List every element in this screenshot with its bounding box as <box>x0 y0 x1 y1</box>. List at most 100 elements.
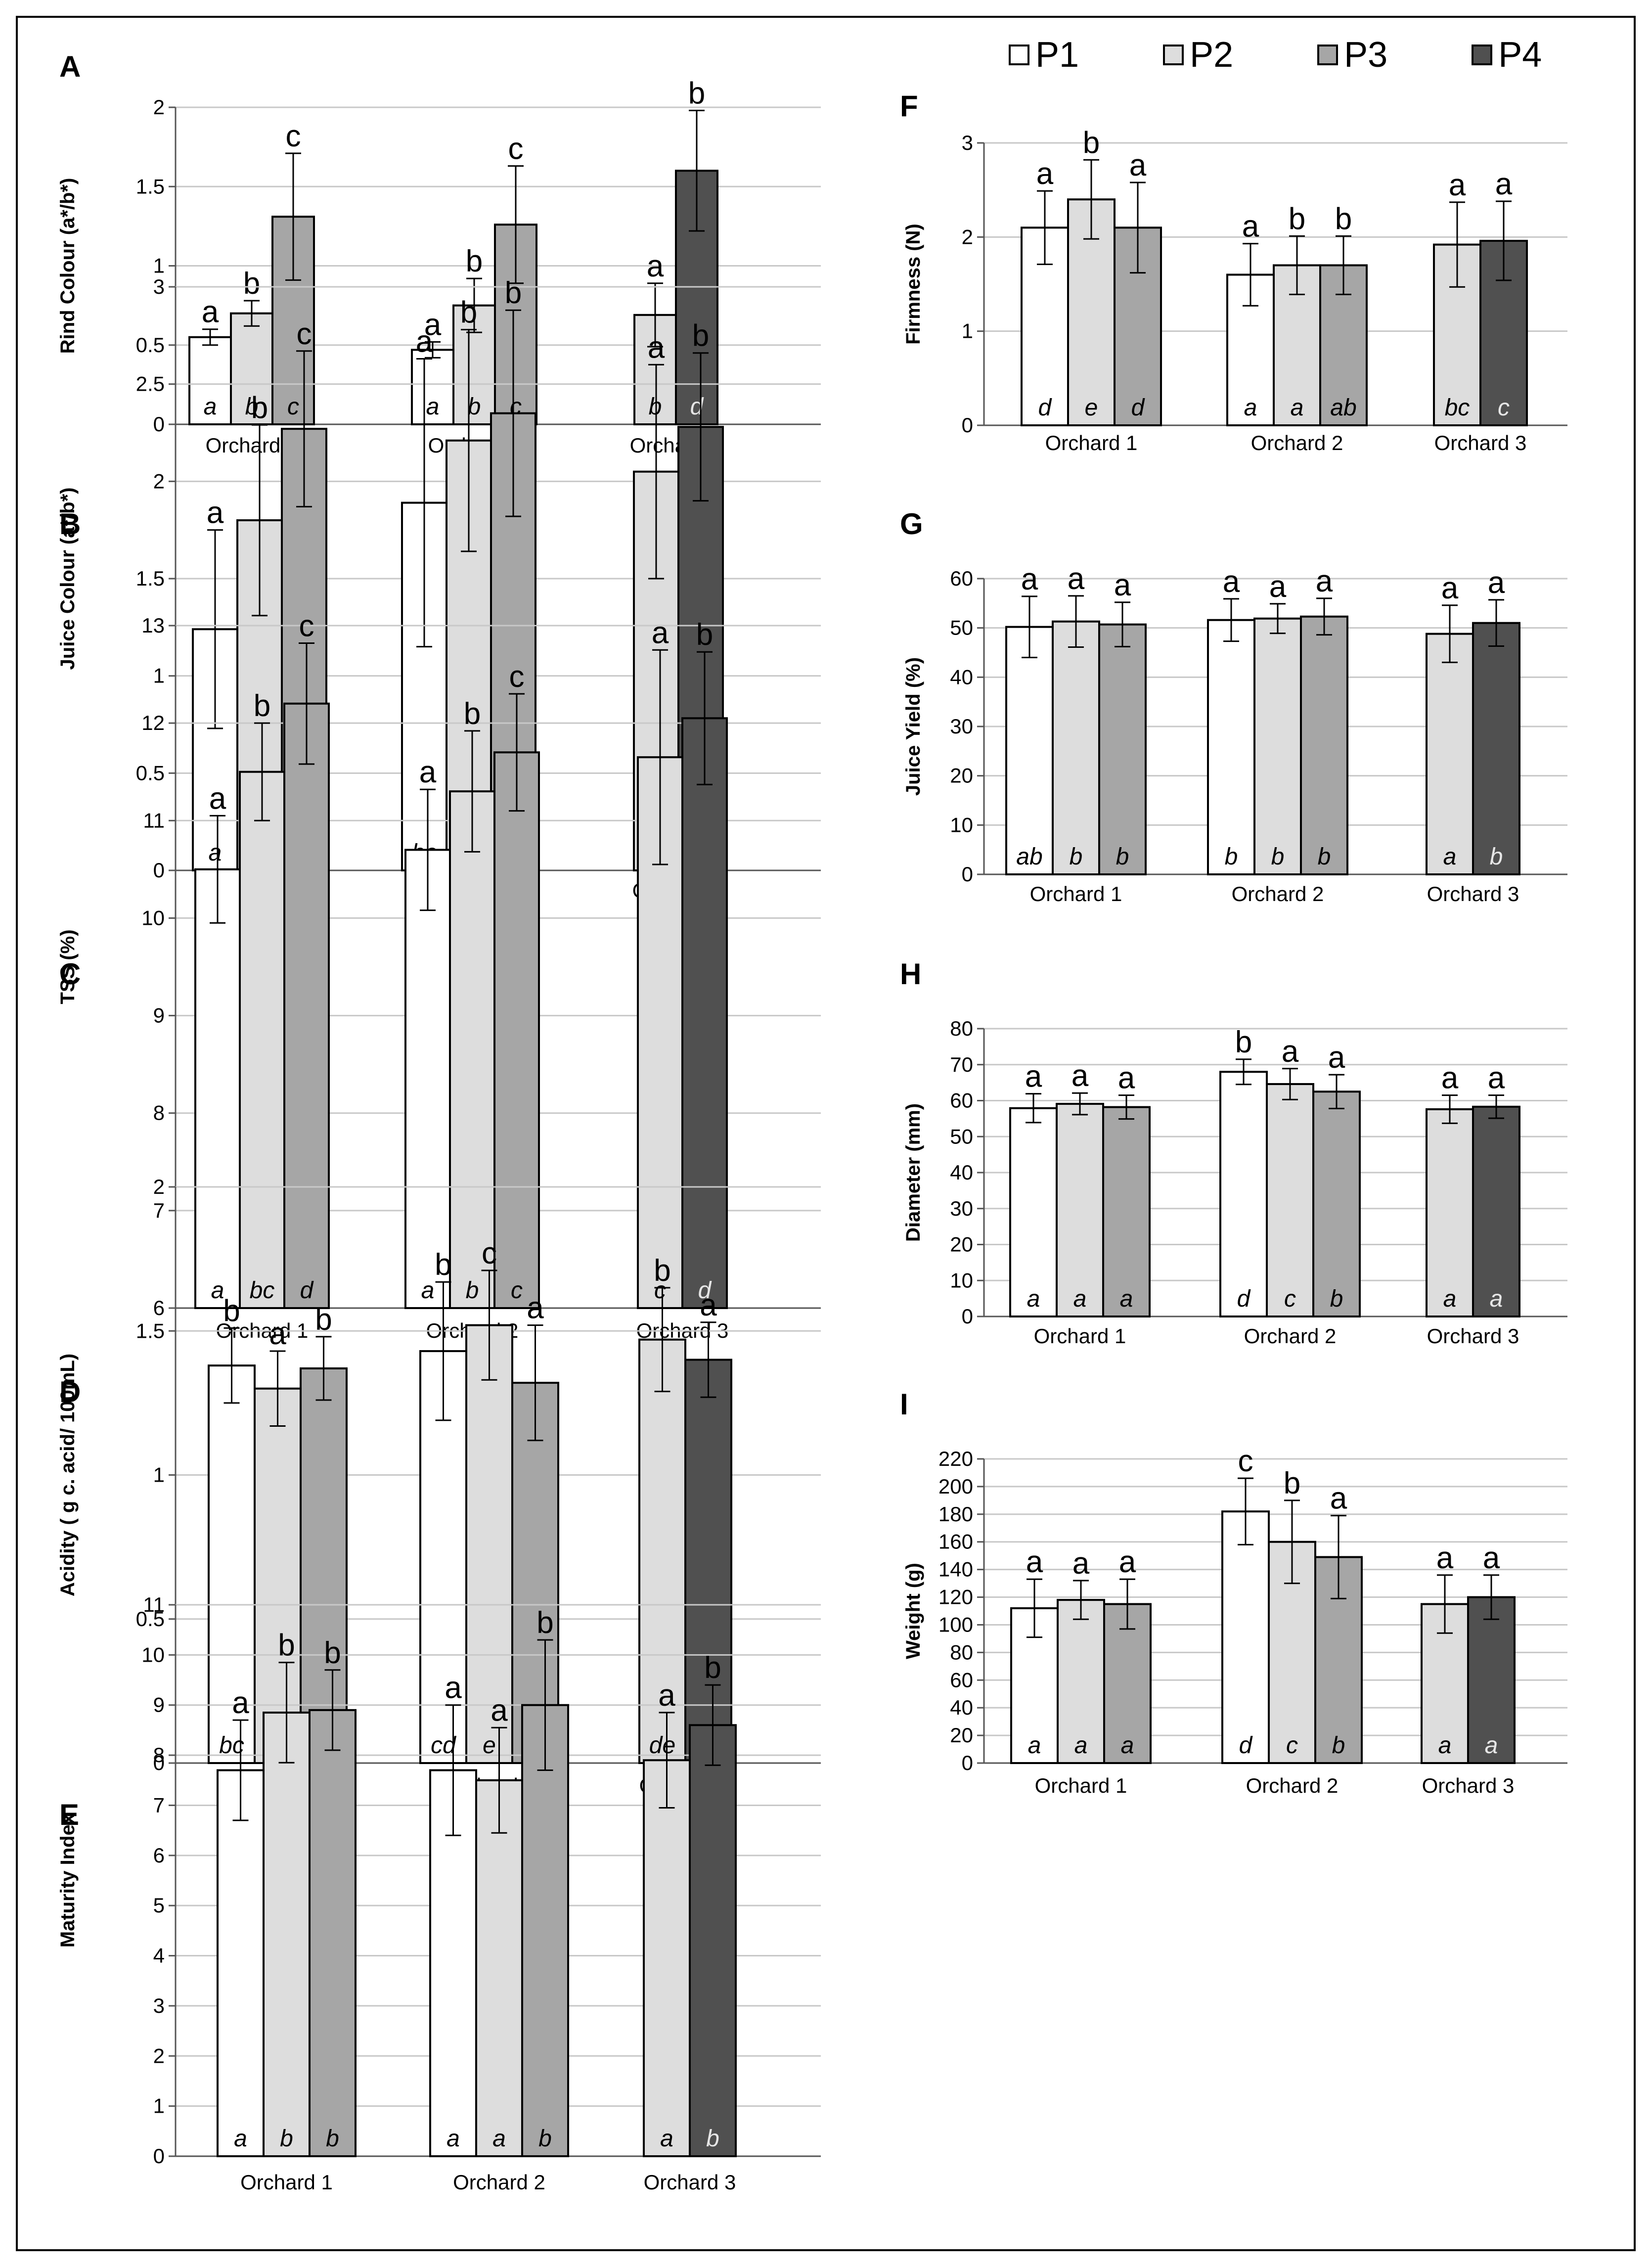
panel-letter: E <box>59 1798 79 1831</box>
y-tick-label: 10 <box>141 1643 165 1666</box>
bar-inner-letter: d <box>1237 1286 1251 1312</box>
bar-inner-letter: a <box>209 840 222 866</box>
y-axis-label: Diameter (mm) <box>902 1103 924 1242</box>
bar-inner-letter: cd <box>431 1732 456 1759</box>
bar-inner-letter: a <box>1443 1286 1457 1312</box>
significance-letter: a <box>1328 1041 1345 1075</box>
y-tick-label: 2.5 <box>136 372 165 396</box>
bar-p2 <box>1426 1108 1474 1317</box>
category-label: Orchard 2 <box>1251 431 1343 454</box>
significance-letter: c <box>286 119 301 153</box>
y-axis-label: TSS (%) <box>57 929 79 1004</box>
significance-letter: a <box>1495 167 1513 201</box>
bar-inner-letter: a <box>1028 1732 1041 1759</box>
legend-item-p4: P4 <box>1472 35 1542 75</box>
bar-inner-letter: a <box>426 394 440 420</box>
bar-inner-letter: b <box>538 2126 552 2152</box>
bar-p2 <box>638 1338 686 1765</box>
y-tick-label: 1 <box>153 1463 165 1487</box>
bar-p2 <box>254 1387 302 1764</box>
significance-letter: a <box>232 1686 249 1720</box>
significance-letter: b <box>505 276 522 310</box>
bar-inner-letter: c <box>287 394 299 420</box>
bar-inner-letter: a <box>492 2126 506 2152</box>
significance-letter: a <box>1242 210 1259 244</box>
significance-letter: a <box>1036 157 1054 191</box>
bar-inner-letter: b <box>280 2126 293 2152</box>
bar-inner-letter: d <box>300 1277 314 1304</box>
legend-item-p1: P1 <box>1009 35 1079 75</box>
category-label: Orchard 2 <box>453 2171 545 2194</box>
bar-p1 <box>411 349 454 425</box>
y-tick-label: 50 <box>950 1125 973 1148</box>
significance-letter: b <box>315 1303 332 1337</box>
bar-p2 <box>643 1759 691 2157</box>
bar-inner-letter: a <box>1121 1732 1134 1759</box>
y-tick-label: 0 <box>153 859 165 882</box>
y-tick-label: 50 <box>950 616 973 639</box>
bar-inner-letter: b <box>1070 844 1083 870</box>
y-tick-label: 2 <box>962 225 973 248</box>
significance-letter: a <box>445 1671 462 1705</box>
bar-inner-letter: b <box>1318 844 1331 870</box>
y-tick-label: 8 <box>153 1101 165 1125</box>
bar-p1 <box>217 1769 265 2157</box>
bar-p4 <box>1467 1596 1516 1764</box>
bar-inner-letter: c <box>654 1277 666 1304</box>
bar-inner-letter: b <box>1490 844 1503 870</box>
bar-p3 <box>1098 623 1147 875</box>
y-tick-label: 11 <box>143 809 165 832</box>
bar-p4 <box>681 717 728 1309</box>
bar-inner-letter: a <box>1027 1286 1040 1312</box>
significance-letter: c <box>1238 1444 1253 1478</box>
y-tick-label: 4 <box>153 1944 165 1967</box>
bar-inner-letter: bc <box>1445 395 1470 421</box>
y-tick-label: 1 <box>153 664 165 687</box>
y-tick-label: 10 <box>950 1269 973 1292</box>
y-axis-label: Juice Yield (%) <box>902 657 924 796</box>
y-tick-label: 0 <box>962 413 973 437</box>
bar-p1 <box>1221 1510 1270 1765</box>
y-tick-label: 1.5 <box>136 567 165 590</box>
bar-p2 <box>239 771 285 1309</box>
bar-inner-letter: a <box>446 2126 460 2152</box>
y-tick-label: 20 <box>950 1233 973 1256</box>
bar-inner-letter: de <box>649 1732 675 1759</box>
y-tick-label: 70 <box>950 1053 973 1076</box>
panel-letter: F <box>900 90 918 123</box>
y-tick-label: 200 <box>938 1475 973 1498</box>
y-axis-label: Firmness (N) <box>902 224 924 345</box>
bar-inner-letter: c <box>1286 1732 1298 1759</box>
bar-p3 <box>309 1709 357 2157</box>
bar-inner-letter: a <box>1443 844 1457 870</box>
significance-letter: b <box>704 1651 721 1685</box>
bar-p1 <box>1009 1107 1058 1318</box>
significance-letter: b <box>1235 1025 1252 1059</box>
y-tick-label: 3 <box>153 275 165 298</box>
significance-letter: c <box>482 1236 497 1270</box>
y-tick-label: 0.5 <box>136 761 165 784</box>
significance-letter: b <box>243 267 260 301</box>
bar-inner-letter: a <box>211 1277 224 1304</box>
bar-inner-letter: b <box>1116 844 1129 870</box>
figure-border <box>16 16 1636 2251</box>
bar-inner-letter: ab <box>1016 844 1042 870</box>
category-label: Orchard 3 <box>644 2171 736 2194</box>
bar-p3 <box>1103 1603 1152 1764</box>
legend-item-p2: P2 <box>1163 35 1233 75</box>
significance-letter: a <box>652 616 669 650</box>
y-tick-label: 80 <box>950 1017 973 1040</box>
significance-letter: a <box>1129 148 1147 182</box>
significance-letter: a <box>1316 564 1333 598</box>
bar-p2 <box>1426 633 1474 876</box>
legend-label-p3: P3 <box>1344 35 1388 75</box>
bar-p4 <box>1472 1105 1520 1317</box>
significance-letter: a <box>1441 1061 1459 1095</box>
bar-inner-letter: a <box>1291 395 1304 421</box>
bar-p2 <box>1273 264 1321 427</box>
significance-letter: a <box>1483 1541 1500 1575</box>
significance-letter: a <box>416 325 433 359</box>
bar-inner-letter: c <box>1284 1286 1296 1312</box>
